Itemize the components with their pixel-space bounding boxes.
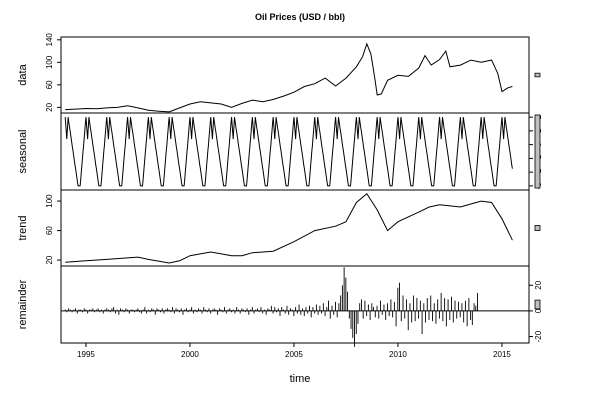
y-tick-label: 20	[45, 102, 54, 111]
panel-label-trend: trend	[17, 215, 29, 240]
y-tick-label: 60	[45, 80, 54, 89]
y-tick-label: 100	[45, 194, 54, 208]
y-tick-label: 0	[534, 308, 543, 313]
panel-data: 20 60 100 140 data	[17, 33, 541, 114]
range-bar	[534, 299, 541, 310]
panel-frame	[60, 189, 530, 267]
x-tick-label: 1995	[77, 350, 95, 359]
panel-label-seasonal: seasonal	[17, 129, 29, 173]
range-bar	[534, 225, 541, 231]
y-tick-label: 100	[45, 55, 54, 69]
x-tick-label: 2005	[285, 350, 303, 359]
panel-frame	[60, 36, 530, 114]
y-tick-label: 20	[534, 280, 543, 289]
y-tick-label: 140	[45, 33, 54, 47]
series-line-data	[65, 42, 513, 113]
y-tick-label: 20	[45, 255, 54, 264]
panel-seasonal: -3-2-1012seasonal	[17, 112, 543, 191]
x-tick-label: 2015	[493, 350, 511, 359]
chart-title: Oil Prices (USD / bbl)	[255, 12, 345, 22]
series-line-trend	[65, 192, 513, 264]
range-bar	[534, 114, 541, 189]
x-tick-label: 2000	[181, 350, 199, 359]
y-tick-label: -20	[534, 330, 543, 342]
panel-frame	[60, 265, 530, 344]
panel-label-remainder: remainder	[17, 279, 29, 329]
range-bar	[534, 72, 541, 78]
series-line-seasonal	[64, 117, 513, 187]
panel-label-data: data	[17, 63, 29, 85]
x-tick-label: 2010	[389, 350, 407, 359]
panels-group: 2060100140data-3-2-1012seasonal2060100tr…	[17, 33, 543, 347]
x-axis: 1995 2000 2005 2010 2015	[77, 343, 511, 359]
panel-remainder: -20 0 20 remainder	[17, 265, 543, 347]
x-axis-label: time	[290, 373, 311, 385]
y-tick-label: 60	[45, 226, 54, 235]
panel-trend: 20 60 100 trend	[17, 189, 541, 267]
